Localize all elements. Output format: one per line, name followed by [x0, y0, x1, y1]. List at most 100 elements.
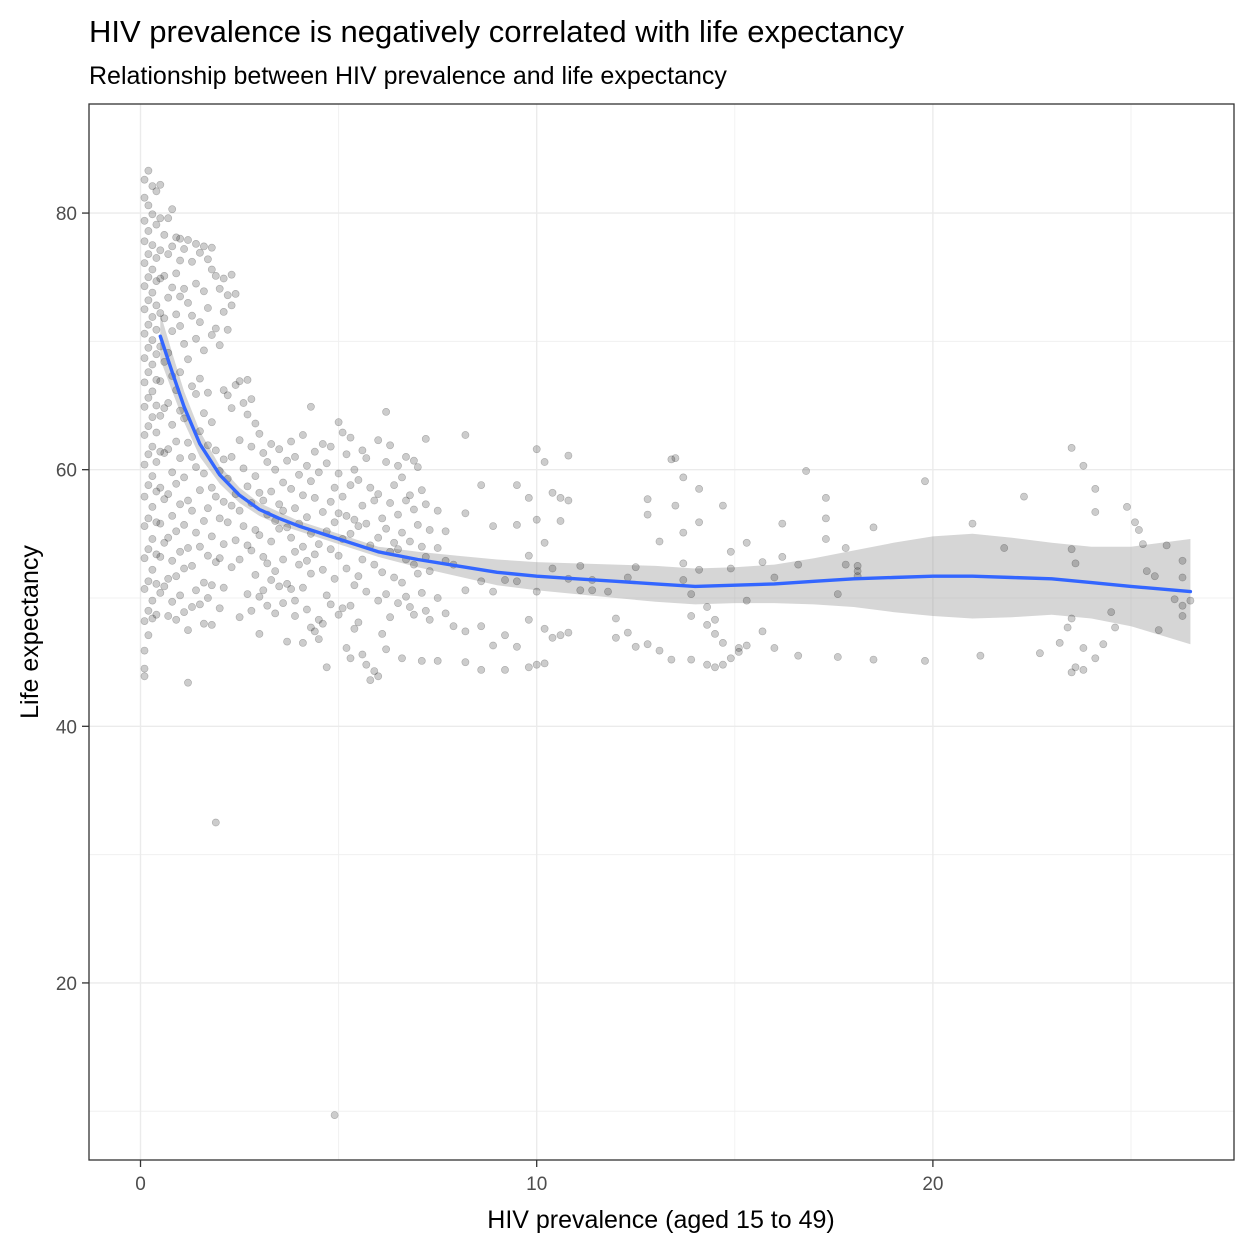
data-point	[354, 476, 363, 484]
data-point	[263, 458, 272, 466]
data-point	[1036, 649, 1044, 658]
data-point	[184, 298, 192, 307]
data-point	[310, 550, 319, 559]
data-point	[168, 512, 177, 520]
data-point	[144, 422, 153, 430]
data-point	[719, 660, 727, 669]
data-point	[140, 237, 149, 246]
data-point	[247, 606, 256, 615]
data-point	[667, 655, 676, 664]
data-point	[711, 663, 719, 672]
data-point	[548, 488, 557, 497]
data-point	[524, 663, 533, 672]
data-point	[1071, 663, 1080, 672]
data-point	[318, 440, 327, 448]
data-point	[794, 560, 803, 569]
data-point	[192, 528, 200, 537]
data-point	[140, 554, 149, 563]
data-point	[1079, 461, 1088, 470]
data-point	[350, 624, 359, 633]
data-point	[330, 518, 339, 527]
data-point	[144, 343, 153, 352]
data-point	[310, 447, 319, 456]
data-point	[1079, 644, 1088, 652]
data-point	[152, 375, 161, 384]
data-point	[279, 599, 287, 607]
data-point	[425, 526, 434, 534]
confidence-ribbon	[160, 313, 1191, 645]
data-point	[398, 473, 406, 482]
data-point	[338, 492, 347, 501]
data-point	[322, 591, 331, 600]
data-point	[794, 651, 803, 660]
data-point	[477, 666, 486, 674]
data-point	[160, 495, 169, 504]
data-point	[188, 506, 196, 515]
data-point	[267, 537, 276, 546]
data-point	[168, 597, 177, 606]
data-point	[425, 567, 434, 575]
data-point	[251, 526, 260, 534]
data-point	[275, 524, 284, 533]
data-point	[239, 464, 248, 473]
x-tick-label: 0	[135, 1174, 146, 1195]
data-point	[231, 536, 240, 545]
data-point	[283, 637, 291, 646]
data-point	[148, 360, 157, 369]
data-point	[1111, 623, 1119, 632]
data-point	[532, 587, 541, 596]
data-point	[833, 653, 842, 661]
data-point	[433, 506, 442, 515]
data-point	[164, 399, 173, 407]
data-point	[306, 477, 315, 486]
data-point	[148, 472, 157, 480]
data-point	[192, 463, 200, 471]
data-point	[742, 538, 751, 547]
data-point	[370, 560, 379, 569]
data-point	[612, 614, 620, 623]
data-point	[330, 574, 339, 583]
data-point	[1162, 541, 1171, 550]
data-point	[354, 522, 363, 530]
data-point	[203, 388, 212, 397]
data-point	[243, 541, 252, 550]
data-point	[390, 573, 398, 582]
data-point	[152, 277, 161, 285]
data-point	[1091, 508, 1100, 516]
data-point	[1186, 596, 1195, 605]
data-point	[366, 676, 375, 684]
data-point	[734, 644, 743, 652]
grid-lines	[89, 104, 1234, 1160]
data-point	[255, 488, 264, 497]
data-point	[267, 440, 276, 448]
data-point	[382, 407, 390, 416]
data-point	[742, 596, 751, 605]
data-point	[386, 613, 394, 622]
data-point	[679, 559, 688, 568]
data-point	[302, 461, 311, 470]
data-point	[734, 648, 743, 656]
data-point	[184, 438, 192, 447]
data-point	[291, 547, 299, 556]
data-point	[192, 279, 200, 288]
data-point	[695, 518, 703, 527]
data-point	[421, 606, 430, 615]
data-point	[1063, 623, 1072, 632]
data-point	[160, 449, 169, 457]
data-point	[540, 659, 549, 668]
data-point	[540, 538, 549, 547]
data-point	[168, 283, 177, 292]
data-point	[283, 523, 291, 532]
data-point	[291, 612, 299, 620]
data-point	[152, 610, 161, 619]
data-point	[227, 452, 236, 461]
data-point	[358, 555, 367, 564]
data-point	[176, 591, 184, 600]
data-point	[148, 288, 157, 297]
data-point	[540, 458, 549, 466]
data-point	[195, 600, 204, 609]
data-point	[719, 501, 727, 510]
data-point	[679, 473, 688, 482]
data-point	[382, 524, 390, 533]
